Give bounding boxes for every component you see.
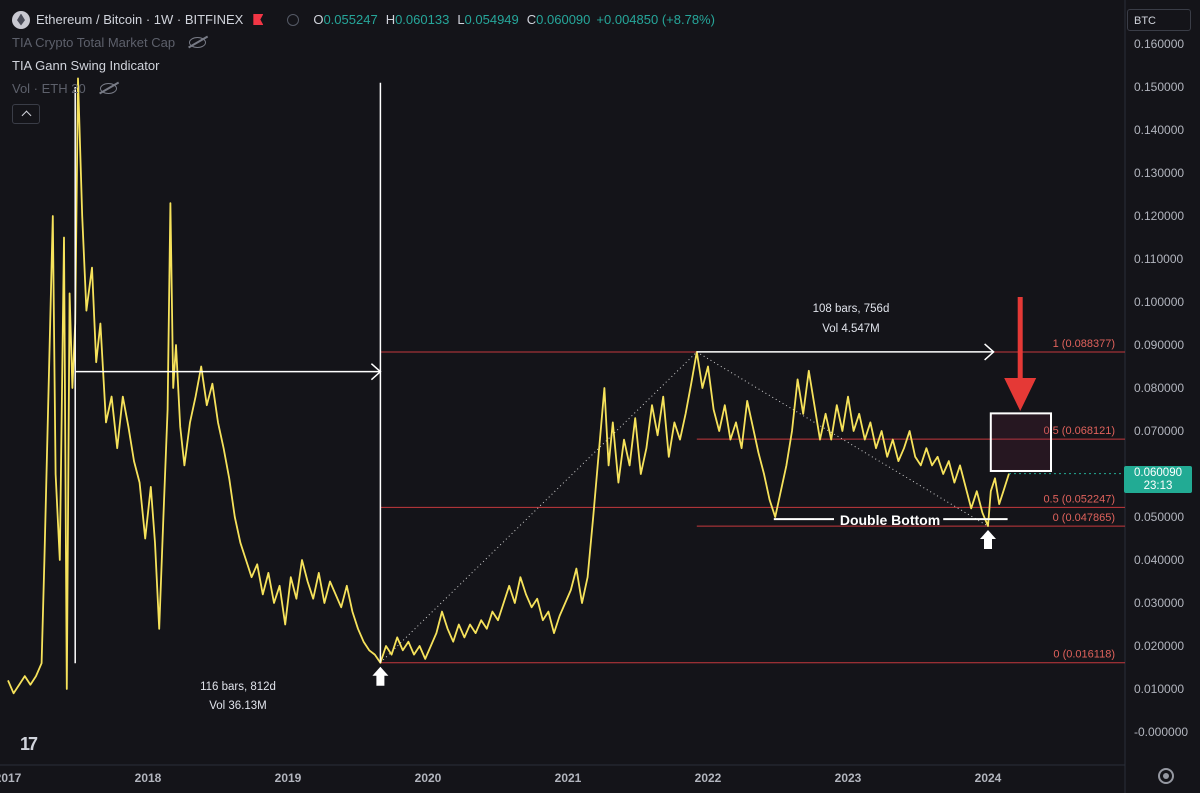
x-tick-label: 2023 [835, 771, 862, 785]
range-info-label: 108 bars, 756d [813, 303, 890, 315]
currency-selector[interactable]: BTC [1127, 9, 1191, 31]
range-info-label: 116 bars, 812d [200, 681, 276, 693]
indicator-row-market-cap[interactable]: TIA Crypto Total Market Cap [12, 31, 715, 54]
y-tick-label: 0.040000 [1134, 553, 1184, 567]
x-tick-label: 2022 [695, 771, 722, 785]
indicator-label[interactable]: TIA Crypto Total Market Cap [12, 35, 176, 50]
eye-off-icon[interactable] [189, 37, 207, 48]
eth-logo-icon [12, 10, 30, 29]
collapse-legend-button[interactable] [12, 104, 40, 124]
chevron-up-icon [21, 110, 31, 121]
fib-level-label: 1 (0.088377) [1053, 338, 1115, 350]
range-info-label: Vol 4.547M [822, 323, 880, 335]
gear-icon[interactable] [1158, 768, 1174, 784]
y-tick-label: 0.030000 [1134, 596, 1184, 610]
y-tick-label: 0.070000 [1134, 424, 1184, 438]
y-tick-label: 0.160000 [1134, 37, 1184, 51]
up-arrow-icon [980, 530, 996, 550]
x-tick-label: 2018 [135, 771, 162, 785]
y-tick-label: 0.090000 [1134, 338, 1184, 352]
eye-off-icon[interactable] [99, 83, 117, 94]
bar-countdown: 23:13 [1143, 480, 1173, 492]
fib-level-label: 0 (0.047865) [1053, 512, 1115, 524]
range-arrow-head [370, 363, 382, 381]
y-tick-label: 0.140000 [1134, 123, 1184, 137]
symbol-title[interactable]: Ethereum / Bitcoin · 1W · BITFINEX [36, 12, 244, 27]
chart-legend: Ethereum / Bitcoin · 1W · BITFINEX O0.05… [12, 8, 715, 124]
x-tick-label: 2017 [0, 771, 22, 785]
x-tick-label: 2019 [275, 771, 302, 785]
y-tick-label: 0.080000 [1134, 381, 1184, 395]
ohlc-close: C0.060090 [526, 12, 591, 27]
symbol-row[interactable]: Ethereum / Bitcoin · 1W · BITFINEX O0.05… [12, 8, 715, 31]
up-arrow-icon [372, 666, 389, 686]
x-tick-label: 2024 [975, 771, 1002, 785]
range-info-label: Vol 36.13M [209, 700, 267, 712]
y-tick-label: 0.050000 [1134, 510, 1184, 524]
y-tick-label: 0.120000 [1134, 209, 1184, 223]
x-tick-label: 2020 [415, 771, 442, 785]
indicator-label[interactable]: TIA Gann Swing Indicator [12, 58, 160, 73]
indicator-row-volume[interactable]: Vol · ETH 20 [12, 77, 715, 100]
indicator-label[interactable]: Vol · ETH 20 [12, 81, 86, 96]
fib-level-label: 0 (0.016118) [1053, 649, 1115, 661]
pattern-label: Double Bottom [840, 512, 940, 528]
flag-icon[interactable] [253, 14, 264, 25]
y-tick-label: 0.010000 [1134, 682, 1184, 696]
last-price-badge: 0.060090 23:13 [1124, 466, 1192, 493]
y-tick-label: 0.020000 [1134, 639, 1184, 653]
ohlc-open: O0.055247 [313, 12, 378, 27]
price-series-line [7, 77, 1010, 695]
range-arrow-head [984, 343, 995, 361]
y-tick-label: 0.100000 [1134, 295, 1184, 309]
indicator-row-gann[interactable]: TIA Gann Swing Indicator [12, 54, 715, 77]
ohlc-change: +0.004850 (+8.78%) [596, 12, 715, 27]
fib-level-label: 0.5 (0.052247) [1043, 493, 1115, 505]
y-tick-label: -0.000000 [1134, 725, 1188, 739]
y-tick-label: 0.130000 [1134, 166, 1184, 180]
tradingview-logo-icon[interactable]: 17 [20, 734, 38, 754]
x-tick-label: 2021 [555, 771, 582, 785]
target-arrow-head [1004, 378, 1037, 411]
ohlc-high: H0.060133 [385, 12, 450, 27]
last-price: 0.060090 [1134, 467, 1182, 479]
swing-connector-line [696, 351, 989, 527]
y-tick-label: 0.150000 [1134, 80, 1184, 94]
ohlc-low: L0.054949 [457, 12, 519, 27]
y-tick-label: 0.110000 [1134, 252, 1183, 266]
market-status-icon [287, 13, 300, 26]
fib-level-label: 0.5 (0.068121) [1043, 425, 1115, 437]
target-zone-box [989, 412, 1052, 472]
